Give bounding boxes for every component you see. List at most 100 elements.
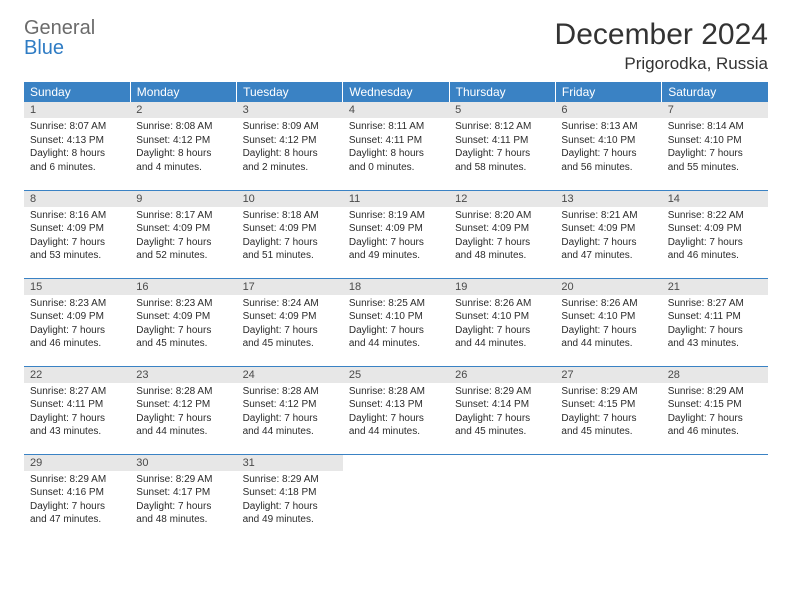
- day-details: Sunrise: 8:20 AMSunset: 4:09 PMDaylight:…: [449, 207, 555, 269]
- daylight-text: Daylight: 7 hours: [243, 236, 337, 250]
- sunset-text: Sunset: 4:09 PM: [30, 222, 124, 236]
- calendar-cell: [662, 454, 768, 542]
- calendar-page: General Blue December 2024 Prigorodka, R…: [0, 0, 792, 552]
- weekday-header: Saturday: [662, 82, 768, 102]
- sunrise-text: Sunrise: 8:17 AM: [136, 209, 230, 223]
- day-details: Sunrise: 8:27 AMSunset: 4:11 PMDaylight:…: [24, 383, 130, 445]
- daylight-text: and 58 minutes.: [455, 161, 549, 175]
- day-details: Sunrise: 8:26 AMSunset: 4:10 PMDaylight:…: [555, 295, 661, 357]
- sunset-text: Sunset: 4:13 PM: [349, 398, 443, 412]
- weekday-header: Wednesday: [343, 82, 449, 102]
- daylight-text: and 48 minutes.: [455, 249, 549, 263]
- daylight-text: and 49 minutes.: [349, 249, 443, 263]
- sunset-text: Sunset: 4:09 PM: [561, 222, 655, 236]
- daylight-text: and 52 minutes.: [136, 249, 230, 263]
- day-details: Sunrise: 8:29 AMSunset: 4:15 PMDaylight:…: [555, 383, 661, 445]
- daylight-text: and 55 minutes.: [668, 161, 762, 175]
- daylight-text: Daylight: 7 hours: [668, 236, 762, 250]
- daylight-text: and 0 minutes.: [349, 161, 443, 175]
- calendar-cell: 17Sunrise: 8:24 AMSunset: 4:09 PMDayligh…: [237, 278, 343, 366]
- sunset-text: Sunset: 4:11 PM: [349, 134, 443, 148]
- calendar-week-row: 1Sunrise: 8:07 AMSunset: 4:13 PMDaylight…: [24, 102, 768, 190]
- day-number: 2: [130, 102, 236, 118]
- daylight-text: Daylight: 7 hours: [30, 236, 124, 250]
- sunset-text: Sunset: 4:15 PM: [668, 398, 762, 412]
- sunset-text: Sunset: 4:16 PM: [30, 486, 124, 500]
- day-details: Sunrise: 8:12 AMSunset: 4:11 PMDaylight:…: [449, 118, 555, 180]
- calendar-cell: 21Sunrise: 8:27 AMSunset: 4:11 PMDayligh…: [662, 278, 768, 366]
- day-number: 5: [449, 102, 555, 118]
- calendar-cell: 8Sunrise: 8:16 AMSunset: 4:09 PMDaylight…: [24, 190, 130, 278]
- calendar-cell: 20Sunrise: 8:26 AMSunset: 4:10 PMDayligh…: [555, 278, 661, 366]
- day-number: 11: [343, 191, 449, 207]
- calendar-cell: 28Sunrise: 8:29 AMSunset: 4:15 PMDayligh…: [662, 366, 768, 454]
- sunset-text: Sunset: 4:09 PM: [349, 222, 443, 236]
- day-details: Sunrise: 8:25 AMSunset: 4:10 PMDaylight:…: [343, 295, 449, 357]
- calendar-cell: 5Sunrise: 8:12 AMSunset: 4:11 PMDaylight…: [449, 102, 555, 190]
- daylight-text: Daylight: 7 hours: [455, 147, 549, 161]
- sunrise-text: Sunrise: 8:29 AM: [243, 473, 337, 487]
- calendar-cell: 2Sunrise: 8:08 AMSunset: 4:12 PMDaylight…: [130, 102, 236, 190]
- day-details: Sunrise: 8:28 AMSunset: 4:12 PMDaylight:…: [130, 383, 236, 445]
- day-number: 16: [130, 279, 236, 295]
- sunrise-text: Sunrise: 8:11 AM: [349, 120, 443, 134]
- weekday-header: Monday: [130, 82, 236, 102]
- sunset-text: Sunset: 4:09 PM: [243, 222, 337, 236]
- sunrise-text: Sunrise: 8:09 AM: [243, 120, 337, 134]
- daylight-text: and 44 minutes.: [243, 425, 337, 439]
- sunrise-text: Sunrise: 8:18 AM: [243, 209, 337, 223]
- day-number: 8: [24, 191, 130, 207]
- sunrise-text: Sunrise: 8:22 AM: [668, 209, 762, 223]
- calendar-cell: [449, 454, 555, 542]
- day-number: 10: [237, 191, 343, 207]
- sunset-text: Sunset: 4:09 PM: [136, 310, 230, 324]
- day-details: Sunrise: 8:08 AMSunset: 4:12 PMDaylight:…: [130, 118, 236, 180]
- day-number: 27: [555, 367, 661, 383]
- day-details: Sunrise: 8:07 AMSunset: 4:13 PMDaylight:…: [24, 118, 130, 180]
- daylight-text: Daylight: 8 hours: [30, 147, 124, 161]
- header: General Blue December 2024 Prigorodka, R…: [24, 18, 768, 74]
- calendar-cell: 14 Sunrise: 8:22 AMSunset: 4:09 PMDayligh…: [662, 190, 768, 278]
- sunrise-text: Sunrise: 8:23 AM: [30, 297, 124, 311]
- day-number: 14: [662, 191, 768, 207]
- daylight-text: and 44 minutes.: [455, 337, 549, 351]
- sunset-text: Sunset: 4:10 PM: [561, 134, 655, 148]
- daylight-text: Daylight: 7 hours: [668, 324, 762, 338]
- calendar-cell: [343, 454, 449, 542]
- daylight-text: Daylight: 7 hours: [561, 412, 655, 426]
- day-details: Sunrise: 8:29 AMSunset: 4:15 PMDaylight:…: [662, 383, 768, 445]
- sunset-text: Sunset: 4:12 PM: [243, 398, 337, 412]
- daylight-text: Daylight: 7 hours: [668, 412, 762, 426]
- day-number: 24: [237, 367, 343, 383]
- sunrise-text: Sunrise: 8:23 AM: [136, 297, 230, 311]
- day-number: 13: [555, 191, 661, 207]
- daylight-text: and 47 minutes.: [561, 249, 655, 263]
- sunrise-text: Sunrise: 8:14 AM: [668, 120, 762, 134]
- sunset-text: Sunset: 4:09 PM: [243, 310, 337, 324]
- sunset-text: Sunset: 4:12 PM: [136, 398, 230, 412]
- sunrise-text: Sunrise: 8:29 AM: [30, 473, 124, 487]
- sunrise-text: Sunrise: 8:29 AM: [561, 385, 655, 399]
- sunset-text: Sunset: 4:15 PM: [561, 398, 655, 412]
- daylight-text: Daylight: 7 hours: [455, 324, 549, 338]
- daylight-text: and 44 minutes.: [349, 425, 443, 439]
- sunrise-text: Sunrise: 8:26 AM: [455, 297, 549, 311]
- sunrise-text: Sunrise: 8:27 AM: [668, 297, 762, 311]
- sunset-text: Sunset: 4:09 PM: [668, 222, 762, 236]
- sunrise-text: Sunrise: 8:26 AM: [561, 297, 655, 311]
- sunrise-text: Sunrise: 8:25 AM: [349, 297, 443, 311]
- daylight-text: Daylight: 7 hours: [30, 324, 124, 338]
- day-number: 12: [449, 191, 555, 207]
- daylight-text: Daylight: 7 hours: [136, 500, 230, 514]
- title-block: December 2024 Prigorodka, Russia: [555, 18, 768, 74]
- calendar-cell: 6Sunrise: 8:13 AMSunset: 4:10 PMDaylight…: [555, 102, 661, 190]
- sunset-text: Sunset: 4:18 PM: [243, 486, 337, 500]
- calendar-cell: 19Sunrise: 8:26 AMSunset: 4:10 PMDayligh…: [449, 278, 555, 366]
- calendar-week-row: 15Sunrise: 8:23 AMSunset: 4:09 PMDayligh…: [24, 278, 768, 366]
- sunset-text: Sunset: 4:10 PM: [668, 134, 762, 148]
- daylight-text: and 45 minutes.: [243, 337, 337, 351]
- calendar-week-row: 8Sunrise: 8:16 AMSunset: 4:09 PMDaylight…: [24, 190, 768, 278]
- day-details: Sunrise: 8:29 AMSunset: 4:16 PMDaylight:…: [24, 471, 130, 533]
- day-details: Sunrise: 8:21 AMSunset: 4:09 PMDaylight:…: [555, 207, 661, 269]
- calendar-cell: 9Sunrise: 8:17 AMSunset: 4:09 PMDaylight…: [130, 190, 236, 278]
